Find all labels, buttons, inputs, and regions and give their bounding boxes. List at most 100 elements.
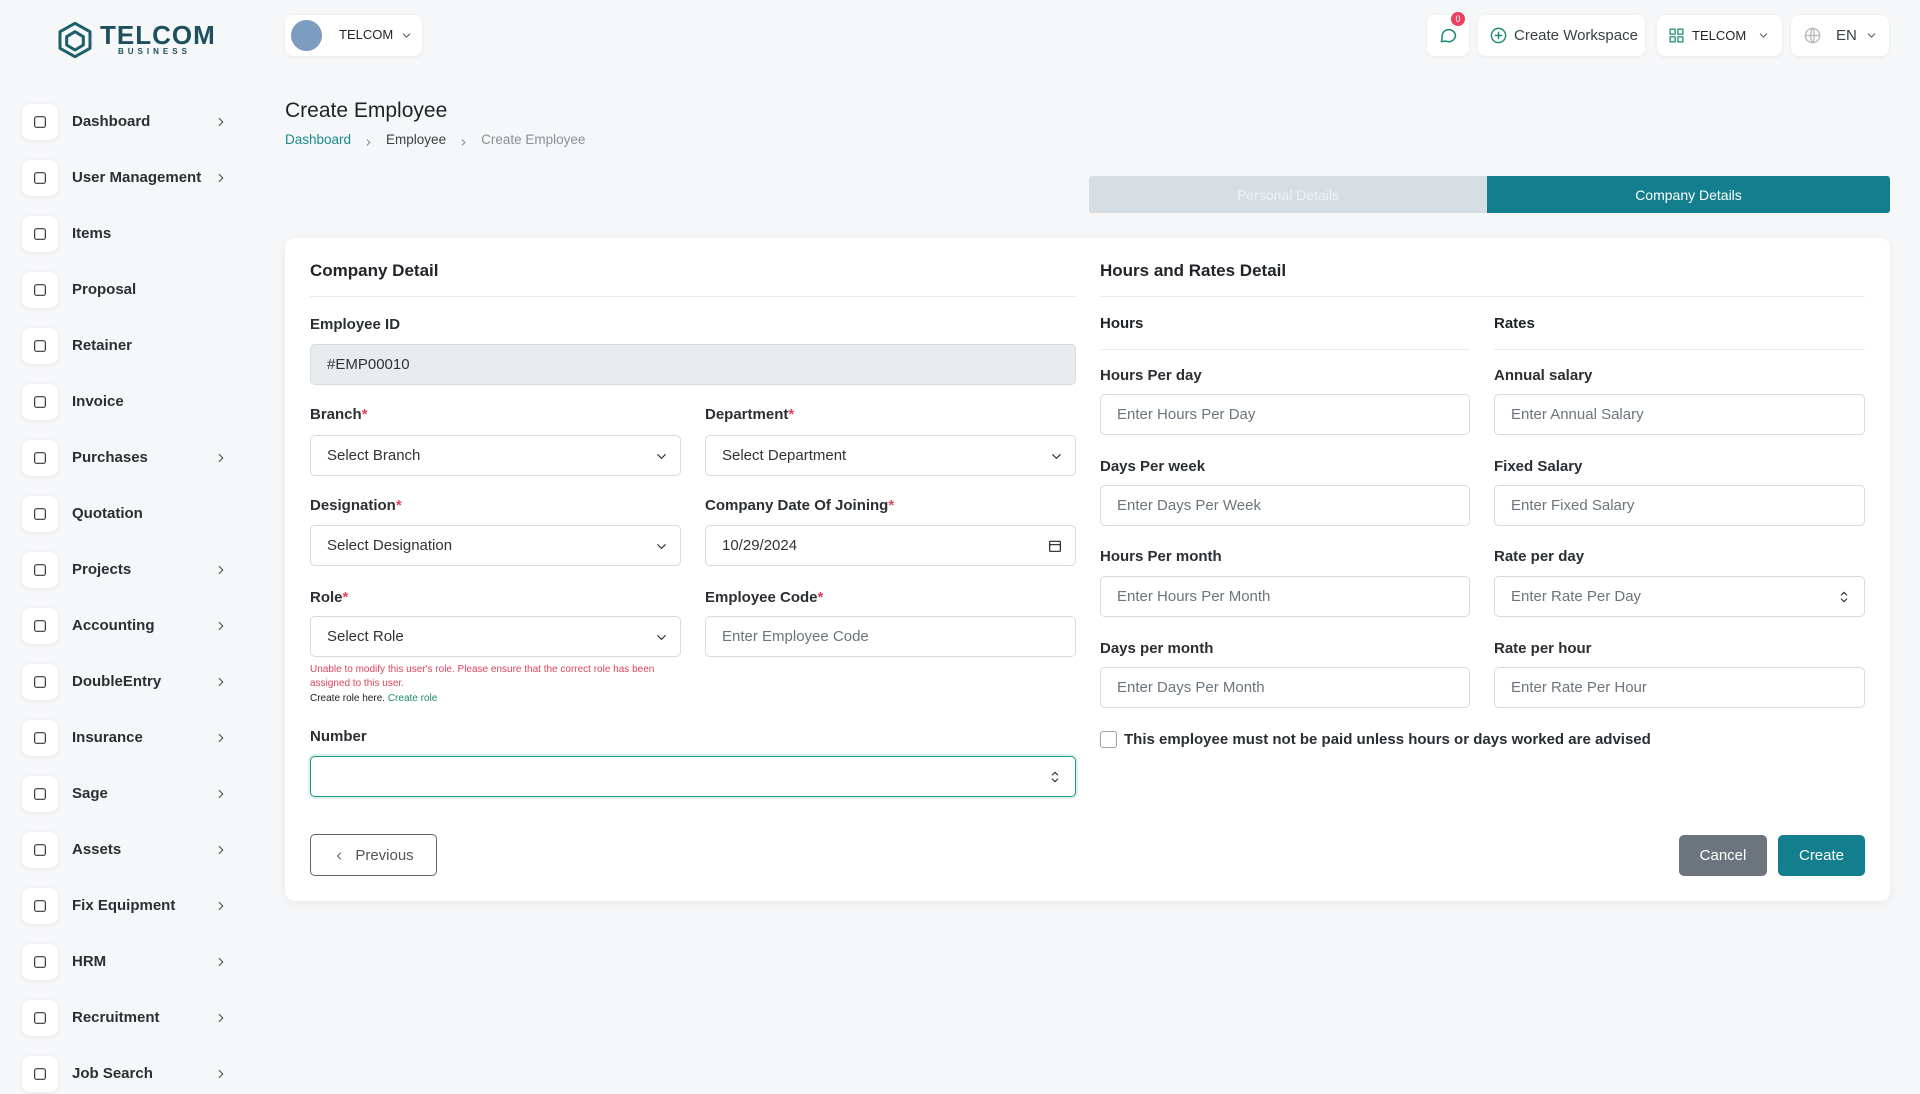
logo-sub: BUSINESS [118,47,191,56]
icon-svg [218,1069,224,1079]
sidebar-item[interactable]: HRM [22,942,237,982]
chevron [1865,29,1878,42]
tab[interactable]: Personal Details [1089,176,1487,213]
sidebar-item[interactable]: DoubleEntry [22,662,237,702]
input-field: #EMP00010 [310,344,1076,385]
input-field[interactable]: Select Designation [310,525,681,566]
workspace-name: TELCOM [339,27,394,42]
required-mark: * [342,589,349,606]
sidebar-chevron [214,899,228,913]
sidebar-icon-box [22,216,58,252]
sidebar-item[interactable]: Quotation [22,494,237,534]
field-label: Department* [705,406,794,423]
divider [310,296,1076,297]
input-field[interactable]: 10/29/2024 [705,525,1076,566]
role-hint-text: Create role here. [310,693,386,704]
tab[interactable]: Company Details [1487,176,1890,213]
field-label: Hours Per day [1100,367,1202,384]
input-field[interactable]: Enter Rate Per Day [1494,576,1865,617]
field-label: Annual salary [1494,367,1592,384]
sidebar-item[interactable]: Recruitment [22,998,237,1038]
sidebar-item[interactable]: Sage [22,774,237,814]
language-switcher[interactable]: EN [1791,15,1889,56]
sidebar-label: Items [72,225,112,242]
icon-svg [218,453,224,463]
icon-svg [34,228,46,240]
workspace-switcher[interactable]: TELCOM [1657,15,1782,56]
workspace-dropdown[interactable]: TELCOM [285,15,422,56]
sidebar-icon [32,562,48,578]
icon-svg [34,620,46,632]
input-placeholder: Enter Rate Per Day [1511,588,1642,605]
field-label: Number [310,728,367,745]
sidebar-item[interactable]: Projects [22,550,237,590]
input-placeholder: Enter Hours Per Month [1117,588,1271,605]
create-workspace-button[interactable]: Create Workspace [1478,15,1645,56]
input-field[interactable]: Enter Rate Per Hour [1494,667,1865,708]
input-placeholder: Enter Annual Salary [1511,406,1644,423]
label-text: Rate per day [1494,548,1585,565]
icon-svg [34,340,46,352]
sidebar-item[interactable]: Retainer [22,326,237,366]
input-field[interactable]: Select Department [705,435,1076,476]
field-label: Rate per day [1494,548,1584,565]
checkbox[interactable] [1100,731,1117,748]
sidebar-label: HRM [72,953,107,970]
icon-svg [218,117,224,127]
create-button[interactable]: Create [1778,835,1865,876]
sidebar-item[interactable]: Accounting [22,606,237,646]
sidebar-icon-box [22,888,58,924]
sidebar-item[interactable]: User Management [22,158,237,198]
sidebar-icon [32,450,48,466]
sidebar-item[interactable]: Assets [22,830,237,870]
sidebar-label: Sage [72,785,108,802]
select-placeholder: Select Department [722,447,847,464]
logo-icon [55,20,95,60]
breadcrumb-item: Create Employee [481,132,586,147]
sidebar-item[interactable]: Fix Equipment [22,886,237,926]
breadcrumb-item[interactable]: Employee [386,132,447,147]
sidebar-item[interactable]: Insurance [22,718,237,758]
notifications-button[interactable]: 0 [1427,12,1469,56]
icon-svg [58,21,92,59]
calendar-icon [1047,538,1063,554]
chat-icon [1438,25,1458,45]
input-field[interactable]: Enter Days Per Month [1100,667,1470,708]
icon-svg [218,173,224,183]
input-field[interactable]: Enter Fixed Salary [1494,485,1865,526]
sidebar-item[interactable]: Proposal [22,270,237,310]
input-field[interactable]: Enter Hours Per Month [1100,576,1470,617]
icon-svg [34,116,46,128]
sidebar-item[interactable]: Dashboard [22,102,237,142]
sidebar-icon [32,114,48,130]
input-field[interactable]: Enter Days Per Week [1100,485,1470,526]
label-text: Hours Per month [1100,548,1222,565]
input-field[interactable]: Enter Employee Code [705,616,1076,657]
field-label: Days per month [1100,640,1213,657]
input-placeholder: Enter Hours Per Day [1117,406,1256,423]
create-role-link[interactable]: Create role [387,693,438,704]
icon-svg [1051,771,1059,783]
sidebar-item[interactable]: Invoice [22,382,237,422]
sidebar-item[interactable]: Job Search [22,1054,237,1094]
icon-svg [1440,28,1457,43]
input-field[interactable]: Select Role [310,616,681,657]
sidebar-chevron [214,451,228,465]
icon-svg [34,508,46,520]
input-field[interactable]: Enter Hours Per Day [1100,394,1470,435]
breadcrumb-item[interactable]: Dashboard [285,132,352,147]
icon-svg [657,454,666,459]
input-field[interactable]: Select Branch [310,435,681,476]
previous-button[interactable]: Previous [310,834,437,876]
button-label: Previous [355,846,414,864]
input-field[interactable] [310,756,1076,797]
sidebar-icon-box [22,608,58,644]
input-placeholder: Enter Fixed Salary [1511,497,1635,514]
icon-svg [337,852,342,860]
sidebar-item[interactable]: Items [22,214,237,254]
cancel-button[interactable]: Cancel [1679,835,1767,876]
field-label: Employee ID [310,316,400,333]
sidebar-item[interactable]: Purchases [22,438,237,478]
input-field[interactable]: Enter Annual Salary [1494,394,1865,435]
